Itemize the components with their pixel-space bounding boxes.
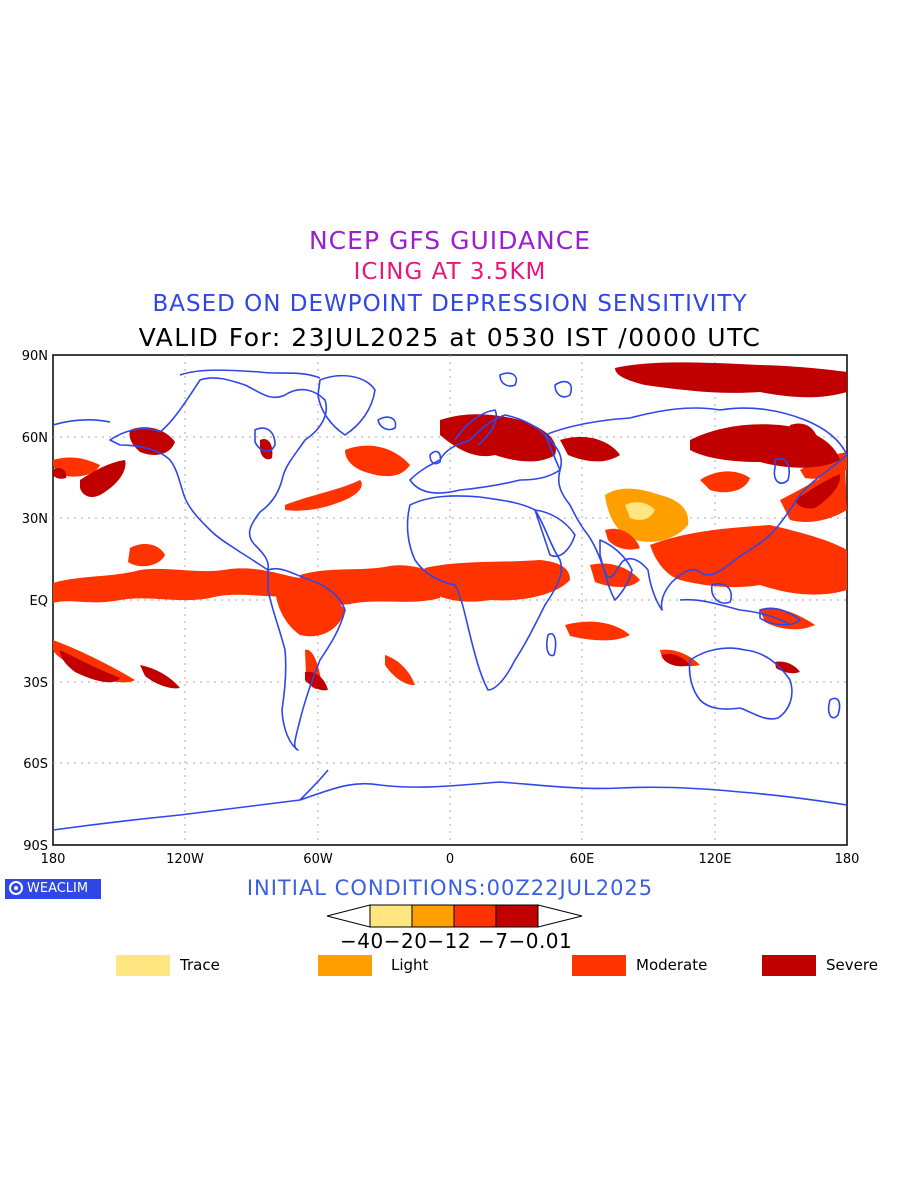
icing-moderate-himalaya [605, 528, 640, 550]
coast-australia [688, 647, 793, 720]
brand-label: WEACLIM [27, 881, 89, 896]
icing-moderate-atlantic-north [345, 445, 410, 477]
coast-south-america [267, 567, 346, 751]
weaclim-logo-icon [9, 881, 23, 895]
lon-label-180w: 180 [41, 852, 66, 867]
icing-trace-tibet [625, 502, 655, 520]
coast-svalbard [499, 372, 518, 387]
coastlines [53, 369, 847, 831]
icing-moderate-central-pacific [128, 544, 165, 567]
icing-severe-siberia [615, 362, 847, 398]
colorbar-cell-trace [369, 904, 413, 928]
lat-label-eq: EQ [30, 594, 48, 609]
coast-hudson-bay [254, 427, 276, 452]
title-line-1: NCEP GFS GUIDANCE [308, 226, 591, 255]
icing-severe-hudson [260, 438, 273, 460]
legend-label-moderate: Moderate [636, 956, 708, 974]
colorbar-cell-severe [495, 904, 539, 928]
lat-label-60s: 60S [23, 757, 48, 772]
icing-moderate-south-america [275, 583, 345, 637]
icing-moderate-southern-pacific [53, 640, 135, 683]
coast-aleutians [53, 419, 111, 426]
icing-severe-scandinavia [440, 414, 556, 462]
coast-greenland [317, 374, 376, 436]
lat-label-30s: 30S [23, 676, 48, 691]
legend-label-trace: Trace [180, 956, 220, 974]
icing-moderate-south-atlantic [385, 655, 415, 686]
coast-japan [773, 458, 790, 484]
lon-label-120w: 120W [166, 852, 204, 867]
coast-africa [406, 495, 563, 691]
coast-india [599, 539, 633, 601]
lat-label-60n: 60N [22, 431, 48, 446]
icing-severe-north-pacific [80, 460, 126, 498]
icing-severe-southern-pacific [60, 650, 120, 683]
coast-canadian-archipelago [179, 369, 321, 379]
icing-moderate-indian-south [565, 621, 630, 641]
icing-severe-patagonia [305, 671, 328, 691]
icing-moderate-central-asia [700, 471, 750, 493]
legend-swatch-severe [762, 955, 816, 976]
title-line-2: ICING AT 3.5KM [353, 259, 547, 285]
icing-moderate-equatorial-pacific [53, 568, 300, 603]
valid-time-line: VALID For: 23JUL2025 at 0530 IST /0000 U… [138, 323, 762, 352]
icing-severe-southern-pacific-2 [140, 665, 180, 689]
legend-label-light: Light [391, 956, 429, 974]
icing-severe-alaska [129, 427, 175, 455]
lat-label-30n: 30N [22, 512, 48, 527]
initial-conditions: INITIAL CONDITIONS:00Z22JUL2025 [246, 876, 654, 900]
icing-severe-east-pacific [795, 474, 841, 509]
coast-new-guinea [759, 607, 801, 626]
legend-swatch-moderate [572, 955, 626, 976]
coast-antarctic-peninsula [299, 769, 329, 801]
coast-madagascar [546, 633, 557, 657]
weaclim-logo: WEACLIM [5, 879, 101, 899]
colorbar-tick-labels: −40−20−12 −7−0.01 [340, 929, 573, 953]
coast-north-america [109, 377, 327, 571]
legend-swatch-light [318, 955, 372, 976]
coast-novaya-zemlya [554, 380, 573, 398]
lat-axis: 90N 60N 30N EQ 30S 60S 90S [22, 349, 48, 854]
title-line-3: BASED ON DEWPOINT DEPRESSION SENSITIVITY [152, 291, 748, 317]
icing-severe-north-pacific-west [53, 467, 67, 479]
coast-borneo [710, 583, 732, 604]
coast-indonesia [679, 598, 791, 626]
lat-label-90n: 90N [22, 349, 48, 364]
icing-severe-russia [560, 436, 620, 462]
coast-arabia [534, 509, 576, 557]
lon-label-60w: 60W [303, 852, 333, 867]
colorbar-cell-moderate [453, 904, 497, 928]
coast-antarctica [53, 781, 847, 831]
icing-severe-australia [662, 654, 690, 667]
colorbar-cell-light [411, 904, 455, 928]
lon-label-120e: 120E [698, 852, 731, 867]
lon-label-0: 0 [446, 852, 454, 867]
icing-moderate-north-atlantic-jet [285, 480, 362, 511]
legend-swatch-trace [116, 955, 170, 976]
icing-severe-kamchatka [790, 423, 818, 443]
icing-moderate-southeast-asia [650, 525, 847, 595]
lat-label-90s: 90S [23, 839, 48, 854]
colorbar [326, 904, 583, 928]
lon-axis: 180 120W 60W 0 60E 120E 180 [41, 852, 860, 867]
coast-scandinavia [454, 409, 497, 446]
coast-iceland [377, 416, 397, 431]
icing-moderate-africa [425, 560, 570, 602]
coast-new-zealand [827, 697, 841, 719]
colorbar-right-arrow [537, 904, 583, 928]
coast-british-isles [429, 450, 442, 465]
icing-moderate-east-pacific-ripples [815, 550, 847, 585]
colorbar-left-arrow [326, 904, 371, 928]
icing-severe-east-australia [775, 661, 800, 674]
lon-label-180e: 180 [835, 852, 860, 867]
legend-label-severe: Severe [826, 956, 878, 974]
icing-areas [53, 362, 847, 691]
lon-label-60e: 60E [570, 852, 595, 867]
